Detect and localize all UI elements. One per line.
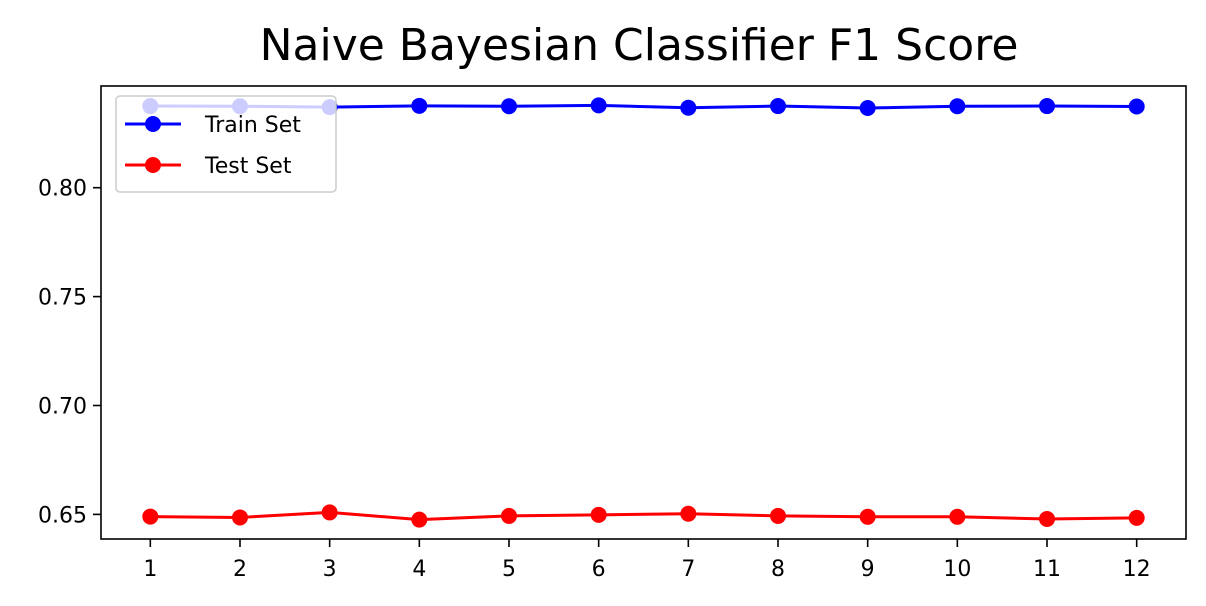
x-tick-label: 7 — [681, 557, 695, 582]
data-point-train — [411, 97, 428, 114]
y-tick-label: 0.70 — [38, 394, 87, 419]
data-point-test — [1039, 510, 1056, 527]
x-tick-label: 10 — [943, 557, 971, 582]
legend-label: Train Set — [204, 113, 301, 138]
data-point-train — [949, 98, 966, 115]
data-point-train — [770, 98, 787, 115]
x-tick-label: 3 — [323, 557, 337, 582]
data-point-train — [859, 99, 876, 116]
y-tick-label: 0.65 — [38, 503, 87, 528]
y-tick-label: 0.75 — [38, 286, 87, 311]
legend-label: Test Set — [204, 154, 292, 179]
x-tick-label: 12 — [1123, 557, 1151, 582]
chart-title: Naive Bayesian Classifier F1 Score — [260, 20, 1019, 71]
data-point-train — [1039, 98, 1056, 115]
data-point-test — [1128, 509, 1145, 526]
axis-ticks: 1 2 3 4 5 6 7 8 9 10 11 120.650.700.750.80 — [38, 177, 1151, 582]
legend-marker — [145, 157, 161, 173]
x-tick-label: 1 — [143, 557, 157, 582]
legend-marker — [145, 116, 161, 132]
data-point-train — [680, 99, 697, 116]
data-point-train — [500, 98, 517, 115]
data-point-test — [859, 508, 876, 525]
x-tick-label: 11 — [1033, 557, 1061, 582]
x-tick-label: 5 — [502, 557, 516, 582]
data-point-train — [590, 97, 607, 114]
data-point-test — [770, 507, 787, 524]
x-tick-label: 9 — [861, 557, 875, 582]
x-tick-label: 4 — [412, 557, 426, 582]
x-tick-label: 6 — [592, 557, 606, 582]
series-line-test — [150, 510, 1137, 522]
data-point-train — [1128, 98, 1145, 115]
data-point-test — [142, 508, 159, 525]
data-point-test — [949, 508, 966, 525]
x-tick-label: 2 — [233, 557, 247, 582]
y-tick-label: 0.80 — [38, 177, 87, 202]
data-point-test — [321, 504, 338, 521]
data-point-test — [590, 506, 607, 523]
x-tick-label: 8 — [771, 557, 785, 582]
data-point-test — [680, 505, 697, 522]
plot-frame — [100, 85, 1187, 540]
legend-box — [115, 95, 337, 193]
data-point-test — [231, 509, 248, 526]
data-point-test — [411, 511, 428, 528]
legend: Train Set Test Set — [115, 95, 337, 193]
data-point-test — [500, 507, 517, 524]
